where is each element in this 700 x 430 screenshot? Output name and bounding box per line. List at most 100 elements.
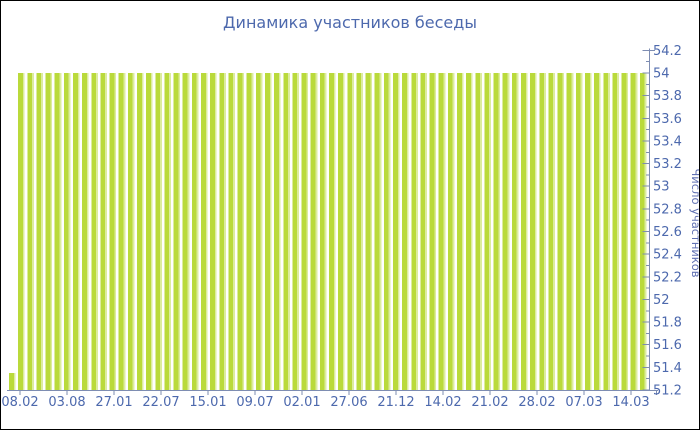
bar-highlight <box>96 73 98 390</box>
bar-highlight <box>324 73 327 390</box>
bar <box>210 73 217 390</box>
bar <box>429 73 437 390</box>
y-tick-label: 54 <box>653 67 670 82</box>
x-tick-label: 22.07 <box>142 395 179 410</box>
y-tick-label: 51.6 <box>653 338 682 353</box>
bar-highlight <box>562 73 565 390</box>
bar <box>438 73 446 390</box>
bar-highlight <box>233 73 236 390</box>
bar-highlight <box>114 73 117 390</box>
x-tick-label: 21.12 <box>377 395 414 410</box>
tick-labels-group: 54.2 54 53.8 53.6 53.4 53.2 53 52.8 52.6 52.4 52.2… <box>1 44 682 410</box>
bar <box>155 73 162 390</box>
y-tick-label: 51.4 <box>653 361 682 376</box>
bar <box>36 73 44 390</box>
bar <box>603 73 610 390</box>
bar-highlight <box>598 73 601 390</box>
bar <box>82 73 89 390</box>
x-tick-label: 15.01 <box>189 395 226 410</box>
x-tick-label: 03.08 <box>48 395 85 410</box>
bar <box>319 73 327 390</box>
bar <box>292 73 300 390</box>
x-tick-label: 27.01 <box>95 395 132 410</box>
bar <box>374 73 382 390</box>
x-tick-label: 21.02 <box>471 395 508 410</box>
bar <box>594 73 601 390</box>
bar-highlight <box>224 73 226 390</box>
bar <box>411 73 418 390</box>
bar-highlight <box>288 73 290 390</box>
bar-highlight <box>397 73 400 390</box>
bar-highlight <box>187 73 190 390</box>
x-tick-label: 02.01 <box>283 395 320 410</box>
bar <box>9 373 16 390</box>
bar <box>173 73 181 390</box>
y-tick-label: 52.2 <box>653 270 682 285</box>
bar <box>575 73 583 390</box>
y-tick-label: 51.2 <box>653 384 682 399</box>
bar-highlight <box>617 73 620 390</box>
bar <box>283 73 290 390</box>
bar-highlight <box>205 73 208 390</box>
bar <box>402 73 409 390</box>
bar <box>466 73 473 390</box>
bar <box>521 73 528 390</box>
x-tick-label: 09.07 <box>236 395 273 410</box>
bar-highlight <box>169 73 172 390</box>
bar <box>164 73 172 390</box>
bar-highlight <box>516 73 519 390</box>
bar <box>347 73 354 390</box>
bar <box>356 73 364 390</box>
bar-highlight <box>361 73 364 390</box>
bar-highlight <box>269 73 272 390</box>
y-tick-label: 52.6 <box>653 225 682 240</box>
bar <box>109 73 117 390</box>
bar <box>630 73 638 390</box>
bar <box>301 73 309 390</box>
ticks-group <box>19 49 657 395</box>
bar-highlight <box>22 73 25 390</box>
bar-highlight <box>470 73 473 390</box>
bar-highlight <box>77 73 80 390</box>
bar <box>45 73 53 390</box>
bar-highlight <box>178 73 181 390</box>
x-tick-label: 08.02 <box>1 395 38 410</box>
bar-highlight <box>50 73 53 390</box>
bar <box>137 73 144 390</box>
bar-highlight <box>635 73 638 390</box>
bar <box>420 73 428 390</box>
y-tick-label: 51.8 <box>653 316 682 331</box>
bar <box>447 73 455 390</box>
bar-highlight <box>214 73 217 390</box>
y-tick-label: 54.2 <box>653 44 682 59</box>
bar <box>475 73 482 390</box>
bar-highlight <box>589 73 592 390</box>
y-tick-label: 53.2 <box>653 157 682 172</box>
bar-highlight <box>443 73 446 390</box>
bar-highlight <box>242 73 245 390</box>
bar <box>54 73 62 390</box>
bar <box>585 73 592 390</box>
bar <box>612 73 620 390</box>
y-tick-label: 52.4 <box>653 248 682 263</box>
bar <box>621 73 629 390</box>
bar-highlight <box>352 73 354 390</box>
bar <box>393 73 400 390</box>
bars-group <box>9 73 647 390</box>
bar-highlight <box>13 373 16 390</box>
bar <box>502 73 510 390</box>
bar-highlight <box>553 73 556 390</box>
y-tick-label: 52.8 <box>653 202 682 217</box>
bar <box>274 73 281 390</box>
bar <box>338 73 345 390</box>
bar <box>265 73 272 390</box>
chart-title: Динамика участников беседы <box>223 13 477 32</box>
bar-highlight <box>388 73 391 390</box>
bar <box>246 73 254 390</box>
bar-highlight <box>333 73 336 390</box>
bar <box>548 73 556 390</box>
x-tick-label: 14.02 <box>424 395 461 410</box>
bar <box>493 73 501 390</box>
bar-highlight <box>86 73 89 390</box>
